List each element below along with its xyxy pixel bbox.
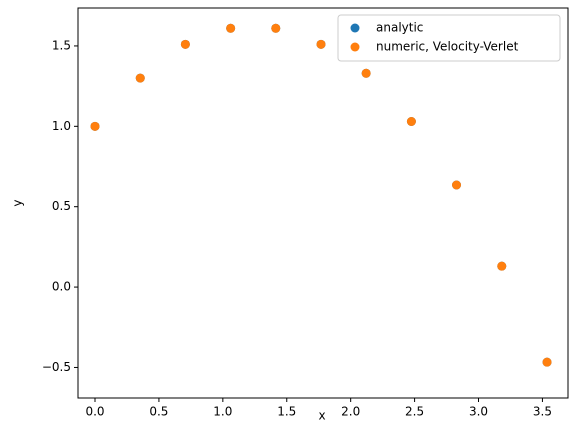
- scatter-point: [452, 180, 462, 190]
- scatter-point: [361, 68, 371, 78]
- x-tick-label: 0.5: [149, 405, 168, 419]
- x-axis-label: x: [318, 409, 325, 423]
- scatter-point: [90, 121, 100, 131]
- y-tick-label: −0.5: [42, 360, 71, 374]
- scatter-point: [226, 23, 236, 33]
- legend-label: analytic: [376, 21, 423, 35]
- y-tick-label: 0.5: [52, 199, 71, 213]
- scatter-point: [271, 23, 281, 33]
- scatter-point: [135, 73, 145, 83]
- x-tick-label: 2.0: [341, 405, 360, 419]
- x-tick-label: 1.5: [277, 405, 296, 419]
- legend-marker: [350, 23, 360, 33]
- x-tick-label: 3.0: [469, 405, 488, 419]
- scatter-point: [180, 39, 190, 49]
- legend-marker: [350, 42, 360, 52]
- scatter-point: [497, 261, 507, 271]
- y-tick-label: 0.0: [52, 280, 71, 294]
- x-tick-label: 2.5: [405, 405, 424, 419]
- plot-frame: [77, 7, 569, 399]
- y-axis-label: y: [11, 199, 25, 206]
- scatter-point: [542, 357, 552, 367]
- legend-box: [337, 14, 561, 62]
- scatter-point: [316, 39, 326, 49]
- y-tick-label: 1.5: [52, 38, 71, 52]
- x-tick-label: 3.5: [533, 405, 552, 419]
- y-tick-label: 1.0: [52, 119, 71, 133]
- x-tick-label: 0.0: [85, 405, 104, 419]
- scatter-point: [406, 116, 416, 126]
- legend-label: numeric, Velocity-Verlet: [376, 40, 519, 54]
- x-tick-label: 1.0: [213, 405, 232, 419]
